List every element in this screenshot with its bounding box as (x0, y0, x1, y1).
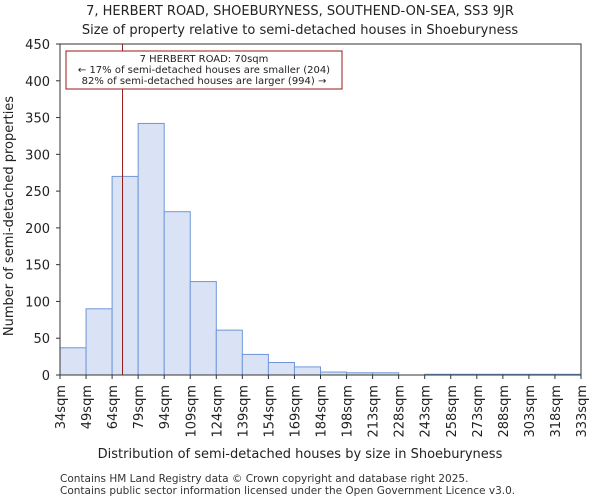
x-tick-label: 333sqm (575, 385, 590, 438)
y-axis-ticks: 0 50 100 150 200 250 300 350 400 450 (25, 38, 60, 384)
x-axis-label: Distribution of semi-detached houses by … (98, 447, 503, 462)
y-tick-label: 200 (25, 222, 50, 237)
y-tick-label: 300 (25, 148, 50, 163)
y-axis-label: Number of semi-detached properties (2, 96, 17, 336)
x-tick-label: 79sqm (132, 385, 147, 429)
x-tick-label: 94sqm (158, 385, 173, 429)
chart-title: 7, HERBERT ROAD, SHOEBURYNESS, SOUTHEND-… (86, 4, 514, 19)
x-tick-label: 109sqm (184, 385, 199, 438)
footer-line-2: Contains public sector information licen… (60, 485, 515, 497)
annotation-line-3: 82% of semi-detached houses are larger (… (82, 76, 327, 87)
x-tick-label: 243sqm (419, 385, 434, 438)
bar-169sqm (293, 366, 322, 376)
bar-124sqm (215, 329, 243, 376)
bar-34sqm (59, 347, 87, 376)
x-tick-label: 318sqm (549, 385, 564, 438)
x-tick-label: 64sqm (106, 385, 121, 429)
bar-139sqm (241, 353, 269, 376)
annotation-box (65, 50, 343, 90)
x-tick-label: 139sqm (236, 385, 251, 438)
x-tick-label: 154sqm (262, 385, 277, 438)
bar-94sqm (163, 211, 191, 376)
plot-frame (59, 43, 582, 376)
bars-group (59, 122, 582, 376)
bar-79sqm (137, 122, 165, 376)
x-tick-label: 169sqm (288, 385, 303, 438)
x-tick-label: 303sqm (523, 385, 538, 438)
y-tick-label: 450 (25, 38, 50, 53)
annotation-line-2: ← 17% of semi-detached houses are smalle… (78, 65, 330, 76)
y-tick-label: 100 (25, 295, 50, 310)
bar-154sqm (267, 361, 295, 376)
bar-49sqm (85, 308, 113, 376)
footer-line-1: Contains HM Land Registry data © Crown c… (60, 473, 468, 485)
marker-annotation: 7 HERBERT ROAD: 70sqm ← 17% of semi-deta… (65, 50, 343, 90)
bar-64sqm (111, 175, 139, 376)
x-tick-label: 258sqm (445, 385, 460, 438)
annotation-line-1: 7 HERBERT ROAD: 70sqm (140, 54, 269, 65)
x-tick-label: 198sqm (341, 385, 356, 438)
x-tick-label: 184sqm (315, 385, 330, 438)
chart-subtitle: Size of property relative to semi-detach… (82, 23, 519, 38)
x-tick-label: 124sqm (210, 385, 225, 438)
x-tick-label: 288sqm (497, 385, 512, 438)
bar-109sqm (189, 281, 217, 376)
y-tick-label: 50 (33, 332, 50, 347)
y-tick-label: 150 (25, 259, 50, 274)
x-tick-label: 49sqm (80, 385, 95, 429)
y-tick-label: 0 (42, 369, 50, 384)
x-axis-ticks: 34sqm 49sqm 64sqm 79sqm 94sqm 109sqm 124sqm 139… (54, 375, 590, 438)
y-tick-label: 350 (25, 112, 50, 127)
x-tick-label: 273sqm (471, 385, 486, 438)
x-tick-label: 34sqm (54, 385, 69, 429)
x-tick-label: 228sqm (393, 385, 408, 438)
y-tick-label: 400 (25, 75, 50, 90)
x-tick-label: 213sqm (367, 385, 382, 438)
y-tick-label: 250 (25, 185, 50, 200)
